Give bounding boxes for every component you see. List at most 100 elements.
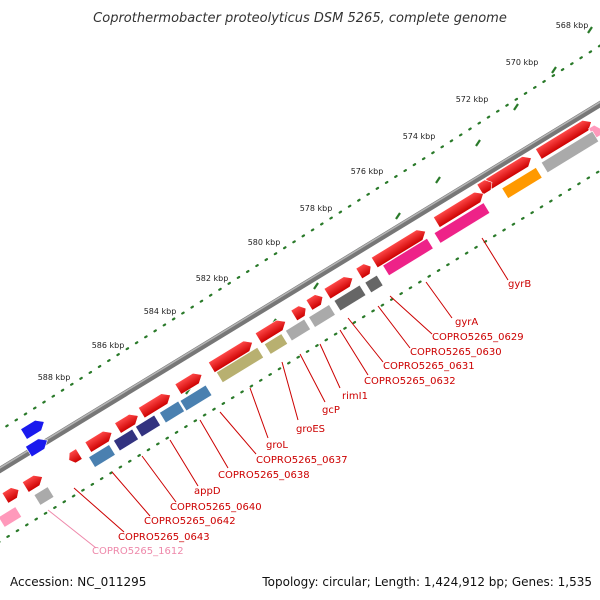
gene-feature [68,448,83,464]
gene-feature [33,486,55,506]
label-leader [111,471,151,517]
label-leader [219,411,257,455]
gene-shape [84,430,113,453]
gene-shape [114,413,139,434]
gene-feature [20,419,45,440]
label-leader [169,439,199,487]
gene-shape [113,428,139,452]
gene-shape [308,304,336,328]
gene-shape [0,506,23,528]
gene-label: gyrB [508,279,531,290]
gene-shape [1,487,20,504]
gene-label: COPRO5265_0638 [218,470,310,481]
gene-shape [433,202,491,244]
gene-shape [159,400,185,424]
gene-feature [114,413,139,434]
gene-feature [305,294,324,311]
gene-label: groES [296,424,325,435]
accession-text: Accession: NC_011295 [10,575,147,589]
gene-shape [215,346,265,384]
label-leader [377,305,411,349]
kbp-label: 584 kbp [144,307,177,316]
gene-shape [290,305,307,322]
gene-feature [382,237,434,277]
gene-label: rimI1 [342,391,368,402]
gene-label: COPRO5265_0632 [364,376,456,387]
gene-label: COPRO5265_1612 [92,546,184,557]
gene-label: appD [194,486,221,497]
genome-summary-text: Topology: circular; Length: 1,424,912 bp… [262,575,592,589]
kbp-label: 570 kbp [506,58,539,67]
gene-label: COPRO5265_0631 [383,361,475,372]
gene-features [0,120,600,528]
kbp-label: 574 kbp [403,132,436,141]
gene-shape [364,274,384,294]
gene-feature [25,438,48,458]
gene-shape [254,319,287,344]
gene-shape [535,120,592,160]
kbp-label: 572 kbp [456,95,489,104]
genome-backbone-highlight [0,101,600,469]
gene-feature [207,340,253,374]
gene-feature [113,428,139,452]
label-leader [299,353,326,403]
label-leader [281,361,299,421]
gene-feature [535,120,592,160]
gene-shape [207,340,253,374]
gene-feature [333,284,367,312]
kbp-label: 582 kbp [196,274,229,283]
gene-label: COPRO5265_0643 [118,532,210,543]
gene-feature [355,263,372,280]
gene-feature [433,202,491,244]
gene-feature [215,346,265,384]
major-tick-marks [185,26,593,395]
gene-feature [364,274,384,294]
gene-feature [135,414,161,438]
gene-feature [84,430,113,453]
gene-shape [20,419,45,440]
gene-labels: gyrB gyrA COPRO5265_0629 COPRO5265_0630 COPR… [92,279,531,557]
map-title: Coprothermobacter proteolyticus DSM 5265… [93,11,507,26]
kbp-scale-labels: 568 kbp 570 kbp 572 kbp 574 kbp 576 kbp 578 k… [38,21,589,382]
gene-feature [540,130,600,174]
gene-label: COPRO5265_0642 [144,516,236,527]
label-leader [47,509,97,549]
gene-shape [263,333,289,355]
kbp-label: 576 kbp [351,167,384,176]
gene-shape [355,263,372,280]
gene-shape [21,475,43,493]
label-leader [319,343,341,389]
label-leader [389,295,433,335]
gene-feature [0,506,23,528]
gene-shape [25,438,48,458]
gene-feature [159,400,185,424]
major-tick [395,212,401,220]
label-leader [347,317,384,363]
gene-label: COPRO5265_0629 [432,332,524,343]
gene-shape [333,284,367,312]
major-tick [587,26,593,34]
gene-feature [254,319,287,344]
gene-shape [68,448,83,464]
major-tick [313,282,319,290]
gene-shape [137,393,171,419]
gene-feature [263,333,289,355]
gene-feature [308,304,336,328]
gene-feature [21,475,43,493]
gene-feature [370,229,426,269]
gene-feature [179,384,213,412]
label-leader [339,329,369,376]
gene-shape [323,276,354,300]
gene-feature [137,393,171,419]
gene-label: COPRO5265_0630 [410,347,502,358]
label-leader-lines [47,237,509,549]
label-leader [73,487,125,533]
gene-feature [476,179,493,196]
gene-shape [382,237,434,277]
label-leader [249,387,269,439]
gene-feature [433,191,484,228]
label-leader [425,281,453,319]
major-tick [475,139,481,147]
